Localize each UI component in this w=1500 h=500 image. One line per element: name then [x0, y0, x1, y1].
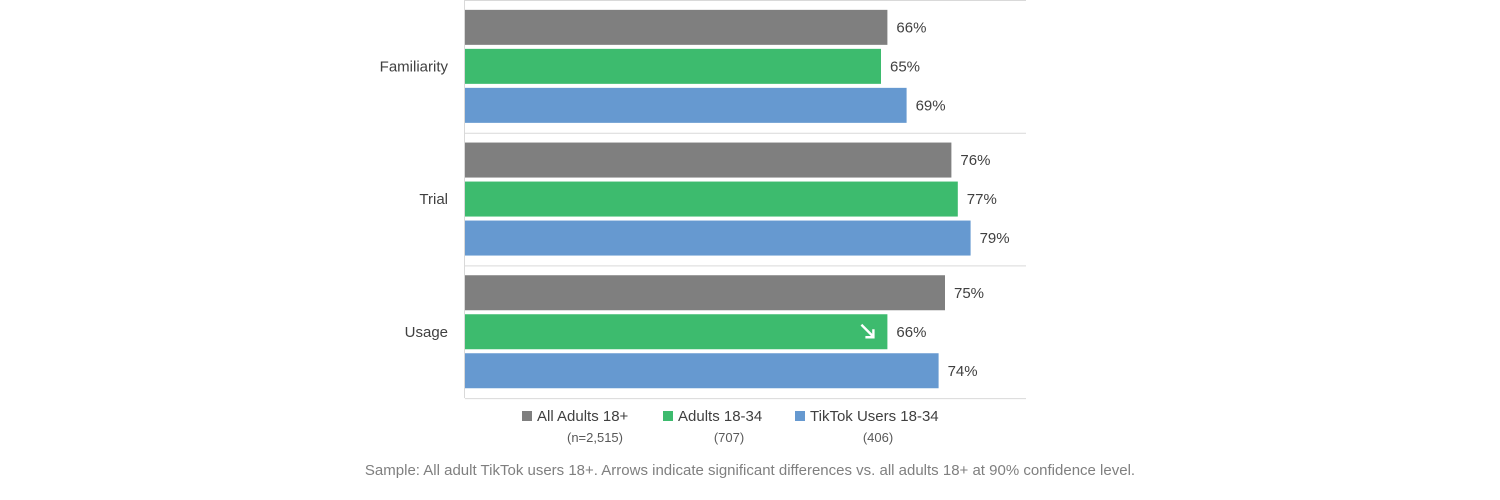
category-label-trial: Trial — [419, 191, 448, 208]
bar-chart: Familiarity 66% 65% 69% Trial 76% 77% 79% Usage 7… — [380, 0, 1026, 445]
legend-sample-all-adults-18: (n=2,515) — [567, 430, 623, 445]
legend-sample-tiktok-users-18-34: (406) — [863, 430, 893, 445]
bar-trial-adults-18-34 — [465, 181, 958, 217]
legend-label-all-adults-18: All Adults 18+ — [537, 408, 629, 425]
data-label-usage-tiktok-users-18-34: 74% — [948, 363, 978, 380]
bar-usage-all-adults-18 — [465, 275, 945, 311]
legend-label-tiktok-users-18-34: TikTok Users 18-34 — [810, 408, 939, 425]
data-label-trial-adults-18-34: 77% — [967, 191, 997, 208]
data-label-trial-tiktok-users-18-34: 79% — [980, 230, 1010, 247]
legend-sample-adults-18-34: (707) — [714, 430, 744, 445]
bar-familiarity-tiktok-users-18-34 — [465, 87, 907, 123]
significance-arrow-down-icon — [860, 323, 875, 339]
bar-familiarity-all-adults-18 — [465, 9, 888, 45]
legend-swatch-adults-18-34 — [663, 411, 673, 421]
bar-usage-tiktok-users-18-34 — [465, 353, 939, 389]
data-label-familiarity-tiktok-users-18-34: 69% — [916, 97, 946, 114]
legend-swatch-tiktok-users-18-34 — [795, 411, 805, 421]
bar-trial-all-adults-18 — [465, 142, 952, 178]
bar-trial-tiktok-users-18-34 — [465, 220, 971, 256]
legend-swatch-all-adults-18 — [522, 411, 532, 421]
data-label-usage-adults-18-34: 66% — [896, 324, 926, 341]
data-label-familiarity-all-adults-18: 66% — [896, 19, 926, 36]
data-label-usage-all-adults-18: 75% — [954, 285, 984, 302]
bar-familiarity-adults-18-34 — [465, 48, 881, 84]
category-label-usage: Usage — [405, 324, 448, 341]
data-label-trial-all-adults-18: 76% — [960, 152, 990, 169]
bar-usage-adults-18-34 — [465, 314, 888, 350]
footnote: Sample: All adult TikTok users 18+. Arro… — [364, 462, 1136, 479]
data-label-familiarity-adults-18-34: 65% — [890, 58, 920, 75]
category-label-familiarity: Familiarity — [380, 58, 449, 75]
legend-label-adults-18-34: Adults 18-34 — [678, 408, 762, 425]
